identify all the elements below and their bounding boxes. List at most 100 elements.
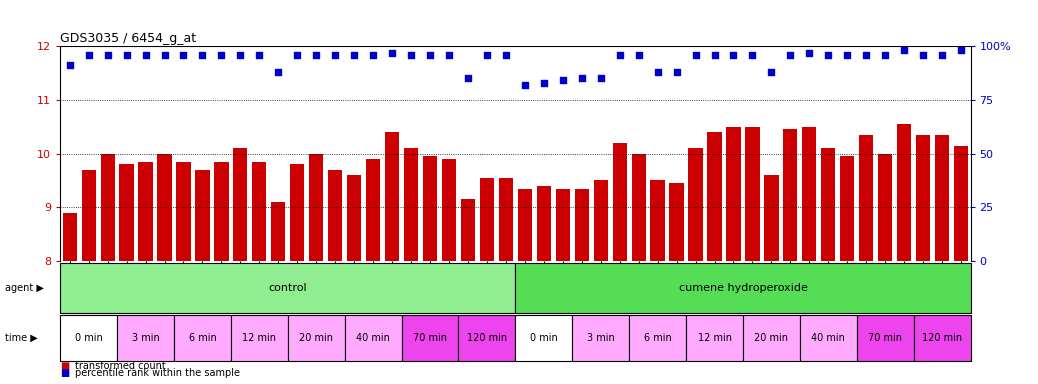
Bar xyxy=(117,315,174,361)
Bar xyxy=(60,315,117,361)
Text: ■: ■ xyxy=(60,368,70,378)
Bar xyxy=(516,315,572,361)
Bar xyxy=(612,143,627,261)
Bar xyxy=(594,180,608,261)
Bar xyxy=(366,159,380,261)
Point xyxy=(327,51,344,58)
Point xyxy=(896,47,912,53)
Point xyxy=(441,51,458,58)
Point xyxy=(364,51,381,58)
Point xyxy=(820,51,837,58)
Bar xyxy=(631,154,646,261)
Point xyxy=(706,51,722,58)
Point xyxy=(346,51,362,58)
Bar xyxy=(176,162,191,261)
Point xyxy=(497,51,514,58)
Text: 0 min: 0 min xyxy=(530,333,557,343)
Text: 120 min: 120 min xyxy=(922,333,962,343)
Bar xyxy=(60,263,515,313)
Bar xyxy=(897,124,911,261)
Text: control: control xyxy=(269,283,307,293)
Point xyxy=(782,51,798,58)
Bar xyxy=(82,170,95,261)
Point xyxy=(801,50,818,56)
Text: 12 min: 12 min xyxy=(698,333,732,343)
Point xyxy=(384,50,401,56)
Bar xyxy=(913,315,971,361)
Bar xyxy=(821,148,836,261)
Text: 6 min: 6 min xyxy=(189,333,216,343)
Bar xyxy=(800,315,856,361)
Point xyxy=(61,62,78,68)
Bar xyxy=(402,315,459,361)
Text: agent ▶: agent ▶ xyxy=(5,283,44,293)
Bar xyxy=(252,162,267,261)
Point xyxy=(175,51,192,58)
Bar xyxy=(461,199,475,261)
Point xyxy=(839,51,855,58)
Text: 40 min: 40 min xyxy=(356,333,390,343)
Text: 20 min: 20 min xyxy=(755,333,789,343)
Point xyxy=(914,51,931,58)
Bar xyxy=(859,135,873,261)
Text: 12 min: 12 min xyxy=(242,333,276,343)
Bar xyxy=(802,127,817,261)
Bar xyxy=(572,315,629,361)
Bar xyxy=(271,202,285,261)
Bar xyxy=(499,178,513,261)
Bar xyxy=(119,164,134,261)
Bar xyxy=(518,189,531,261)
Bar xyxy=(101,154,115,261)
Bar xyxy=(328,170,343,261)
Text: 40 min: 40 min xyxy=(812,333,845,343)
Point xyxy=(156,51,172,58)
Text: 20 min: 20 min xyxy=(299,333,333,343)
Point xyxy=(650,69,666,75)
Bar xyxy=(629,315,686,361)
Point xyxy=(668,69,685,75)
Point xyxy=(763,69,780,75)
Text: 70 min: 70 min xyxy=(868,333,902,343)
Bar xyxy=(442,159,456,261)
Text: 120 min: 120 min xyxy=(467,333,507,343)
Bar xyxy=(291,164,304,261)
Point xyxy=(687,51,704,58)
Point xyxy=(517,82,534,88)
Text: transformed count: transformed count xyxy=(75,361,165,371)
Point xyxy=(744,51,761,58)
Point xyxy=(270,69,286,75)
Point xyxy=(479,51,495,58)
Point xyxy=(194,51,211,58)
Point xyxy=(100,51,116,58)
Bar xyxy=(158,154,171,261)
Bar xyxy=(288,315,345,361)
Bar xyxy=(707,132,721,261)
Text: time ▶: time ▶ xyxy=(5,333,38,343)
Bar xyxy=(516,263,971,313)
Bar xyxy=(784,129,797,261)
Point xyxy=(233,51,249,58)
Bar xyxy=(954,146,968,261)
Point xyxy=(308,51,325,58)
Bar xyxy=(174,315,230,361)
Bar xyxy=(856,315,913,361)
Point xyxy=(403,51,419,58)
Point xyxy=(554,78,571,84)
Bar xyxy=(537,186,551,261)
Bar xyxy=(309,154,324,261)
Point xyxy=(573,75,590,81)
Point xyxy=(858,51,875,58)
Bar xyxy=(651,180,664,261)
Point xyxy=(80,51,97,58)
Point xyxy=(460,75,476,81)
Bar xyxy=(62,213,77,261)
Bar xyxy=(935,135,949,261)
Point xyxy=(137,51,154,58)
Bar xyxy=(234,148,247,261)
Point xyxy=(934,51,951,58)
Text: 3 min: 3 min xyxy=(132,333,160,343)
Bar xyxy=(916,135,930,261)
Bar xyxy=(743,315,800,361)
Bar xyxy=(138,162,153,261)
Point xyxy=(726,51,742,58)
